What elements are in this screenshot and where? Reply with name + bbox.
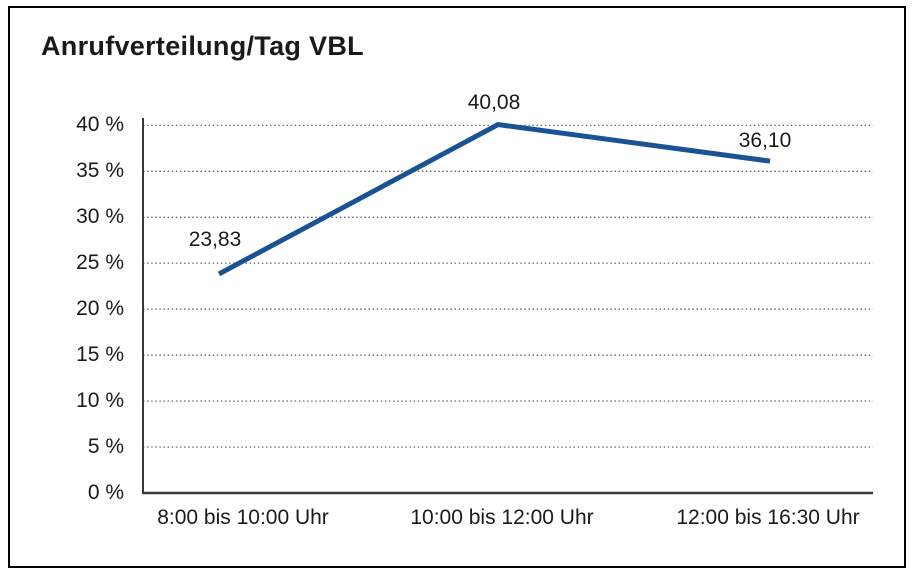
y-tick-label: 35 % (76, 159, 124, 183)
x-axis-label: 12:00 bis 16:30 Uhr (676, 506, 860, 529)
y-tick-label: 40 % (76, 113, 124, 137)
y-tick-label: 15 % (76, 343, 124, 367)
y-tick-label: 30 % (76, 205, 124, 229)
x-axis-label: 10:00 bis 12:00 Uhr (410, 506, 594, 529)
y-tick-label: 0 % (87, 481, 124, 504)
chart-border (8, 6, 906, 568)
y-tick-label: 5 % (87, 435, 124, 459)
data-point-label: 40,08 (467, 90, 521, 114)
chart-title: Anrufverteilung/Tag VBL (41, 31, 364, 61)
x-axis-label: 8:00 bis 10:00 Uhr (157, 506, 329, 529)
y-tick-label: 20 % (76, 297, 124, 321)
series-line (217, 121, 771, 277)
y-tick-label: 25 % (76, 251, 124, 275)
y-tick-label: 10 % (76, 389, 124, 413)
data-point-label: 23,83 (188, 227, 242, 251)
data-point-label: 36,10 (738, 129, 792, 153)
